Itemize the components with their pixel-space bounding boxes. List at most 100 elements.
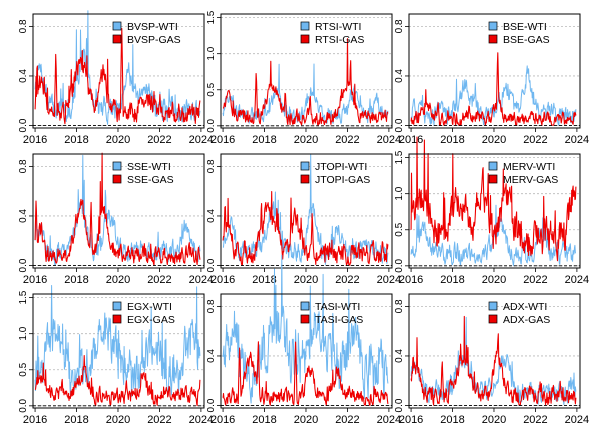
x-tick-label: 2024: [189, 414, 213, 425]
x-tick-label: 2018: [440, 414, 464, 425]
y-tick-label: 0.4: [394, 349, 405, 363]
y-tick-label: 0.4: [394, 69, 405, 83]
x-tick-label: 2018: [440, 134, 464, 146]
x-tick-label: 2024: [565, 134, 589, 146]
x-tick-label: 2020: [482, 414, 506, 425]
x-tick-label: 2016: [399, 134, 423, 146]
legend-swatch: [112, 21, 122, 31]
x-tick-label: 2016: [23, 274, 47, 286]
legend-swatch: [112, 301, 122, 311]
x-tick-label: 2024: [565, 274, 589, 286]
series-line-gas: [222, 341, 389, 406]
x-tick-label: 2018: [64, 134, 88, 146]
series-line-gas: [410, 136, 577, 262]
plot-frame: [220, 13, 393, 129]
x-tick-label: 2018: [252, 414, 276, 425]
plot-frame: [408, 13, 581, 129]
legend-label: JTOPI-WTI: [315, 161, 367, 173]
series-line-wti: [34, 154, 201, 266]
series-line-gas: [222, 191, 389, 266]
series-line-gas: [410, 52, 577, 126]
legend-label: SSE-GAS: [127, 174, 174, 186]
legend-swatch: [300, 314, 310, 324]
x-tick-label: 2020: [294, 414, 318, 425]
plot-frame: [408, 153, 581, 269]
x-tick-label: 2016: [211, 274, 235, 286]
y-tick-label: 0.0: [18, 258, 29, 272]
x-tick-label: 2020: [482, 274, 506, 286]
legend-label: BVSP-WTI: [127, 21, 178, 33]
series-line-gas: [222, 38, 389, 127]
chart-panel-2: 0.0 0.5 1.0 1.5 2016 2018 2020 2022 2024 RTSI-WTI…: [206, 10, 401, 146]
y-tick-label: 0.0: [206, 118, 217, 132]
legend-label: EGX-WTI: [127, 301, 172, 313]
y-tick-label: 0.4: [206, 349, 217, 363]
legend-label: SSE-WTI: [127, 161, 171, 173]
chart-panel-7: 0.0 0.5 1.0 1.5 2016 2018 2020 2022 2024 EGX-WTIE…: [18, 285, 213, 425]
y-tick-label: 0.8: [206, 159, 217, 173]
legend-label: MERV-WTI: [503, 161, 555, 173]
y-tick-label: 0.8: [18, 19, 29, 33]
legend-label: MERV-GAS: [503, 174, 558, 186]
x-tick-label: 2022: [147, 134, 171, 146]
y-tick-label: 0.0: [18, 118, 29, 132]
legend-swatch: [488, 174, 498, 184]
x-tick-label: 2022: [147, 414, 171, 425]
y-tick-label: 0.5: [18, 362, 29, 376]
y-tick-label: 0.0: [394, 258, 405, 272]
x-tick-label: 2016: [23, 134, 47, 146]
chart-panel-6: 0.0 0.5 1.0 1.5 2016 2018 2020 2022 2024 MERV-WTI…: [394, 136, 589, 286]
series-line-wti: [34, 285, 201, 397]
chart-panel-9: 0.0 0.4 0.8 2016 2018 2020 2022 2024 ADX-WTIADX-…: [394, 293, 589, 425]
legend-swatch: [488, 34, 498, 44]
chart-panel-1: 0.0 0.4 0.8 2016 2018 2020 2022 2024 BVSP-WTIBVS…: [18, 10, 213, 146]
series-line-gas: [34, 152, 201, 266]
y-tick-label: 0.4: [18, 209, 29, 223]
y-tick-label: 0.5: [206, 82, 217, 96]
x-tick-label: 2018: [252, 134, 276, 146]
chart-panel-3: 0.0 0.4 0.8 2016 2018 2020 2022 2024 BSE-WTIBSE-…: [394, 13, 589, 146]
x-tick-label: 2020: [294, 134, 318, 146]
x-tick-label: 2018: [440, 274, 464, 286]
x-tick-label: 2016: [211, 134, 235, 146]
legend-label: TASI-GAS: [315, 314, 363, 326]
x-tick-label: 2022: [523, 134, 547, 146]
y-tick-label: 0.8: [394, 299, 405, 313]
series-line-wti: [222, 254, 389, 404]
plot-frame: [32, 153, 205, 269]
panel-grid: 0.0 0.4 0.8 2016 2018 2020 2022 2024 BVSP-WTIBVS…: [18, 10, 589, 425]
legend-swatch: [112, 174, 122, 184]
x-tick-label: 2018: [64, 274, 88, 286]
y-tick-label: 1.0: [18, 326, 29, 340]
y-tick-label: 1.0: [206, 46, 217, 60]
x-tick-label: 2020: [106, 274, 130, 286]
legend-swatch: [112, 314, 122, 324]
chart-panel-8: 0.0 0.4 0.8 2016 2018 2020 2022 2024 TASI-WTITAS…: [206, 254, 401, 425]
y-tick-label: 0.0: [206, 258, 217, 272]
x-tick-label: 2020: [106, 134, 130, 146]
legend-swatch: [300, 161, 310, 171]
plot-frame: [32, 13, 205, 129]
x-tick-label: 2024: [189, 274, 213, 286]
x-tick-label: 2018: [252, 274, 276, 286]
legend-label: ADX-WTI: [503, 301, 547, 313]
y-tick-label: 1.5: [18, 290, 29, 304]
legend-label: TASI-WTI: [315, 301, 360, 313]
x-tick-label: 2024: [189, 134, 213, 146]
series-line-wti: [410, 316, 577, 406]
series-line-wti: [222, 63, 389, 124]
legend-label: BSE-WTI: [503, 21, 547, 33]
y-tick-label: 0.0: [18, 398, 29, 412]
legend-swatch: [300, 301, 310, 311]
legend-swatch: [112, 161, 122, 171]
y-tick-label: 0.4: [18, 69, 29, 83]
legend-label: BVSP-GAS: [127, 34, 181, 46]
y-tick-label: 0.8: [206, 299, 217, 313]
legend-swatch: [488, 301, 498, 311]
x-tick-label: 2020: [294, 274, 318, 286]
legend-label: RTSI-WTI: [315, 21, 361, 33]
legend-swatch: [488, 21, 498, 31]
x-tick-label: 2024: [377, 274, 401, 286]
legend-label: BSE-GAS: [503, 34, 550, 46]
